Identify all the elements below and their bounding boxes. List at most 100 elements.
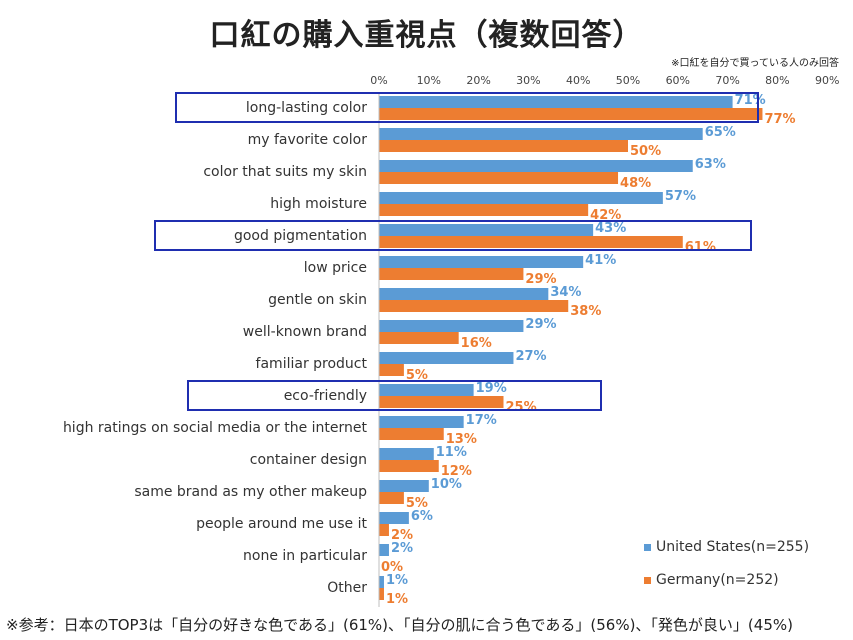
bar-united-states xyxy=(379,256,584,268)
category-label: low price xyxy=(304,260,367,276)
bar-germany xyxy=(379,172,619,184)
data-label: 13% xyxy=(446,432,477,447)
highlight-box xyxy=(154,220,752,251)
data-label: 10% xyxy=(431,477,462,492)
bar-united-states xyxy=(379,288,549,300)
category-label: people around me use it xyxy=(196,516,367,532)
bar-united-states xyxy=(379,320,524,332)
data-label: 65% xyxy=(705,125,736,140)
data-label: 6% xyxy=(411,509,433,524)
data-label: 71% xyxy=(735,93,766,108)
bar-united-states xyxy=(379,480,429,492)
data-label: 63% xyxy=(695,157,726,172)
data-label: 11% xyxy=(436,445,467,460)
data-label: 5% xyxy=(406,496,428,511)
legend-label: Germany(n=252) xyxy=(656,572,779,588)
data-label: 0% xyxy=(381,560,403,575)
data-label: 16% xyxy=(461,336,492,351)
data-label: 77% xyxy=(764,112,795,127)
bar-united-states xyxy=(379,192,663,204)
bar-germany xyxy=(379,588,384,600)
bar-united-states xyxy=(379,96,733,108)
data-label: 19% xyxy=(476,381,507,396)
bar-united-states xyxy=(379,416,464,428)
data-label: 17% xyxy=(466,413,497,428)
category-label: same brand as my other makeup xyxy=(134,484,367,500)
data-label: 50% xyxy=(630,144,661,159)
bar-germany xyxy=(379,396,504,408)
data-label: 34% xyxy=(550,285,581,300)
legend-swatch xyxy=(644,577,651,584)
bar-germany xyxy=(379,364,404,376)
x-tick-label: 80% xyxy=(765,74,789,87)
x-tick-label: 20% xyxy=(466,74,490,87)
category-label: long-lasting color xyxy=(246,100,367,116)
data-label: 42% xyxy=(590,208,621,223)
bar-united-states xyxy=(379,512,409,524)
bar-germany xyxy=(379,460,439,472)
data-label: 43% xyxy=(595,221,626,236)
data-label: 29% xyxy=(525,317,556,332)
x-tick-label: 0% xyxy=(370,74,387,87)
x-tick-label: 60% xyxy=(666,74,690,87)
data-label: 2% xyxy=(391,541,413,556)
bar-united-states xyxy=(379,448,434,460)
bar-united-states xyxy=(379,128,703,140)
category-label: gentle on skin xyxy=(268,292,367,308)
category-label: high ratings on social media or the inte… xyxy=(63,420,368,436)
bar-germany xyxy=(379,108,763,120)
footnote: ※参考：日本のTOP3は「自分の好きな色である」(61%)、「自分の肌に合う色で… xyxy=(6,616,793,634)
data-label: 1% xyxy=(386,573,408,588)
x-tick-label: 70% xyxy=(715,74,739,87)
bar-united-states xyxy=(379,384,474,396)
bar-united-states xyxy=(379,224,594,236)
data-label: 41% xyxy=(585,253,616,268)
data-label: 38% xyxy=(570,304,601,319)
x-tick-label: 50% xyxy=(616,74,640,87)
bar-germany xyxy=(379,524,389,536)
bar-germany xyxy=(379,428,444,440)
respondent-note: ※口紅を自分で買っている人のみ回答 xyxy=(671,58,839,69)
bar-united-states xyxy=(379,352,514,364)
bar-united-states xyxy=(379,160,693,172)
bar-germany xyxy=(379,140,628,152)
bar-united-states xyxy=(379,576,384,588)
data-label: 57% xyxy=(665,189,696,204)
data-label: 1% xyxy=(386,592,408,607)
bar-germany xyxy=(379,268,524,280)
category-label: none in particular xyxy=(243,548,367,564)
bar-germany xyxy=(379,236,683,248)
x-tick-label: 40% xyxy=(566,74,590,87)
x-tick-label: 30% xyxy=(516,74,540,87)
data-label: 5% xyxy=(406,368,428,383)
category-label: good pigmentation xyxy=(234,228,367,244)
category-label: Other xyxy=(327,580,367,596)
category-label: familiar product xyxy=(256,356,368,372)
category-label: my favorite color xyxy=(248,132,368,148)
highlight-box xyxy=(187,380,602,411)
data-label: 2% xyxy=(391,528,413,543)
category-label: eco-friendly xyxy=(284,388,367,404)
data-label: 25% xyxy=(506,400,537,415)
category-label: container design xyxy=(250,452,367,468)
category-label: high moisture xyxy=(270,196,367,212)
x-tick-label: 10% xyxy=(417,74,441,87)
category-label: well-known brand xyxy=(243,324,367,340)
bar-germany xyxy=(379,492,404,504)
bar-germany xyxy=(379,332,459,344)
x-tick-label: 90% xyxy=(815,74,839,87)
legend-label: United States(n=255) xyxy=(656,539,809,555)
highlight-box xyxy=(175,92,759,123)
data-label: 27% xyxy=(515,349,546,364)
category-label: color that suits my skin xyxy=(203,164,367,180)
bar-germany xyxy=(379,300,569,312)
bar-united-states xyxy=(379,544,389,556)
legend-swatch xyxy=(644,544,651,551)
bar-germany xyxy=(379,204,589,216)
chart-title: 口紅の購入重視点（複数回答） xyxy=(209,18,644,53)
data-label: 61% xyxy=(685,240,716,255)
data-label: 12% xyxy=(441,464,472,479)
data-label: 48% xyxy=(620,176,651,191)
data-label: 29% xyxy=(525,272,556,287)
